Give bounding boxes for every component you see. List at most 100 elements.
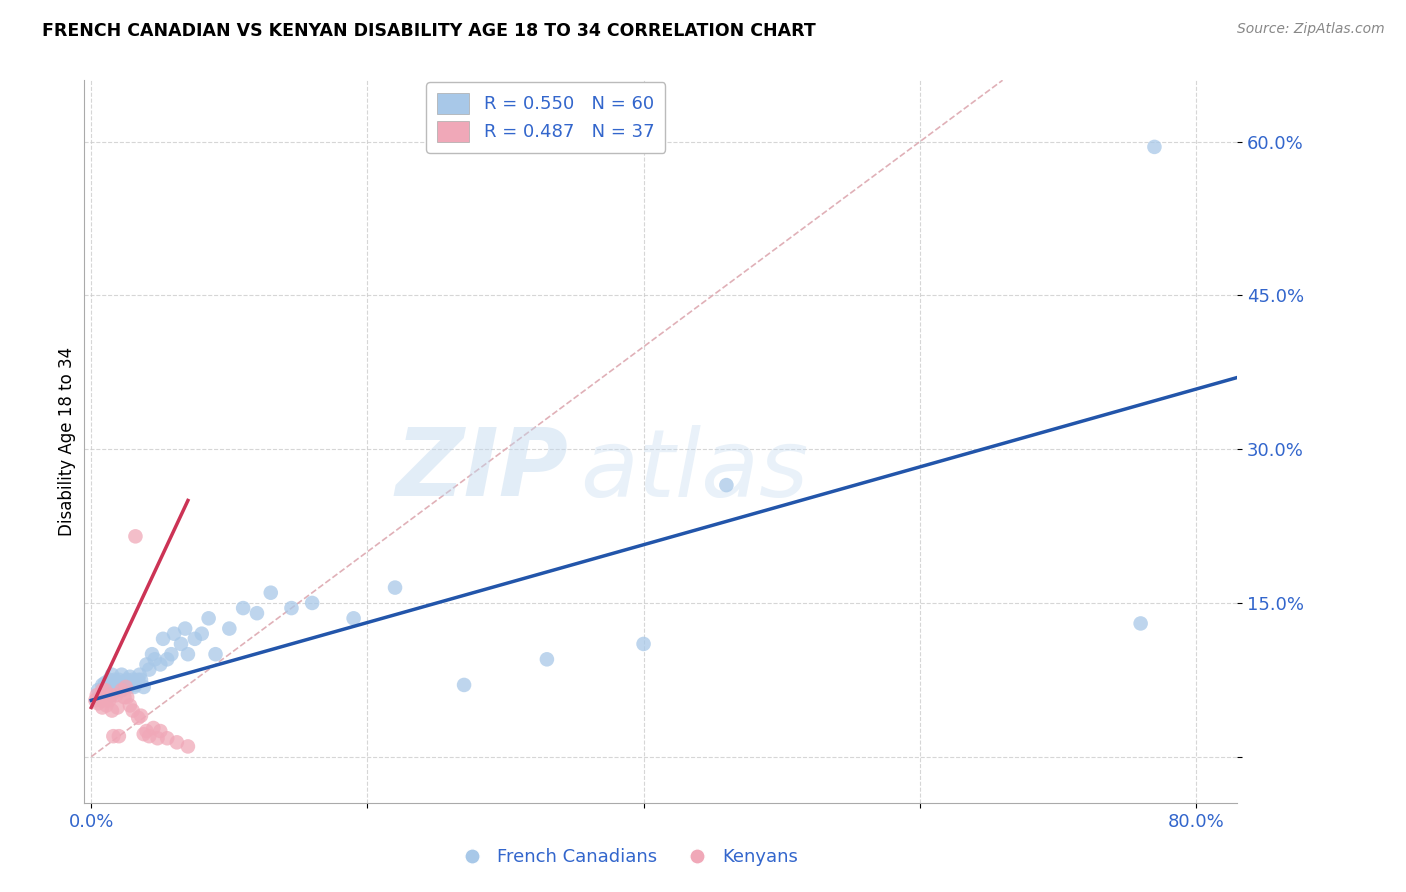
- Point: [1143, 140, 1166, 154]
- Point: [174, 622, 197, 636]
- Point: [536, 652, 558, 666]
- Point: [141, 647, 163, 661]
- Point: [87, 683, 110, 698]
- Point: [98, 673, 121, 687]
- Point: [160, 647, 183, 661]
- Point: [110, 678, 132, 692]
- Point: [117, 680, 139, 694]
- Point: [111, 683, 134, 698]
- Point: [166, 735, 188, 749]
- Point: [94, 693, 117, 707]
- Point: [122, 680, 145, 694]
- Point: [1129, 616, 1152, 631]
- Point: [94, 676, 117, 690]
- Point: [135, 724, 157, 739]
- Point: [115, 690, 138, 705]
- Point: [108, 680, 131, 694]
- Point: [112, 680, 135, 694]
- Point: [301, 596, 323, 610]
- Point: [197, 611, 219, 625]
- Point: [132, 680, 155, 694]
- Point: [115, 673, 138, 687]
- Point: [108, 729, 131, 743]
- Point: [112, 690, 135, 705]
- Point: [170, 637, 193, 651]
- Text: FRENCH CANADIAN VS KENYAN DISABILITY AGE 18 TO 34 CORRELATION CHART: FRENCH CANADIAN VS KENYAN DISABILITY AGE…: [42, 22, 815, 40]
- Point: [101, 704, 124, 718]
- Point: [633, 637, 655, 651]
- Point: [89, 690, 111, 705]
- Point: [105, 688, 128, 702]
- Point: [138, 729, 160, 743]
- Point: [114, 678, 136, 692]
- Point: [156, 652, 179, 666]
- Point: [453, 678, 475, 692]
- Legend: French Canadians, Kenyans: French Canadians, Kenyans: [447, 841, 806, 873]
- Point: [190, 626, 212, 640]
- Point: [128, 667, 150, 681]
- Point: [143, 652, 166, 666]
- Point: [91, 700, 114, 714]
- Point: [149, 724, 172, 739]
- Point: [177, 647, 200, 661]
- Point: [138, 663, 160, 677]
- Point: [97, 690, 120, 705]
- Point: [149, 657, 172, 672]
- Point: [118, 670, 141, 684]
- Point: [129, 708, 152, 723]
- Point: [146, 731, 169, 746]
- Point: [104, 673, 127, 687]
- Text: ZIP: ZIP: [395, 425, 568, 516]
- Point: [120, 676, 142, 690]
- Point: [280, 601, 302, 615]
- Point: [218, 622, 240, 636]
- Text: Source: ZipAtlas.com: Source: ZipAtlas.com: [1237, 22, 1385, 37]
- Point: [103, 729, 125, 743]
- Point: [342, 611, 364, 625]
- Point: [107, 680, 129, 694]
- Point: [127, 673, 149, 687]
- Point: [98, 693, 121, 707]
- Point: [124, 678, 146, 692]
- Point: [246, 606, 269, 620]
- Point: [135, 657, 157, 672]
- Point: [101, 688, 124, 702]
- Point: [103, 678, 125, 692]
- Point: [163, 626, 186, 640]
- Point: [107, 700, 129, 714]
- Point: [118, 698, 141, 713]
- Point: [260, 585, 283, 599]
- Point: [90, 693, 112, 707]
- Y-axis label: Disability Age 18 to 34: Disability Age 18 to 34: [58, 347, 76, 536]
- Text: atlas: atlas: [581, 425, 808, 516]
- Point: [152, 632, 174, 646]
- Point: [716, 478, 738, 492]
- Point: [97, 680, 120, 694]
- Point: [121, 673, 143, 687]
- Point: [156, 731, 179, 746]
- Point: [94, 683, 117, 698]
- Point: [111, 667, 134, 681]
- Point: [101, 667, 124, 681]
- Point: [384, 581, 406, 595]
- Point: [91, 683, 114, 698]
- Point: [127, 711, 149, 725]
- Point: [105, 683, 128, 698]
- Point: [91, 678, 114, 692]
- Point: [111, 683, 134, 698]
- Point: [121, 704, 143, 718]
- Point: [96, 698, 118, 713]
- Point: [111, 676, 134, 690]
- Point: [177, 739, 200, 754]
- Point: [93, 690, 115, 705]
- Point: [204, 647, 226, 661]
- Point: [108, 673, 131, 687]
- Point: [129, 673, 152, 687]
- Point: [114, 680, 136, 694]
- Point: [184, 632, 207, 646]
- Point: [87, 697, 110, 711]
- Point: [232, 601, 254, 615]
- Point: [132, 727, 155, 741]
- Point: [86, 688, 108, 702]
- Point: [84, 693, 107, 707]
